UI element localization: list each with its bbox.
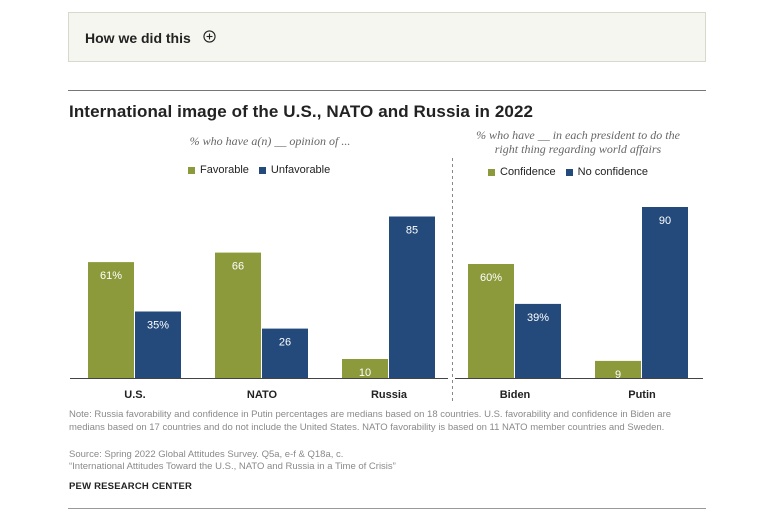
legend-label-no-confidence: No confidence xyxy=(577,166,648,178)
legend-item-unfavorable: Unfavorable xyxy=(258,164,331,176)
left-legend: Favorable Unfavorable xyxy=(188,164,340,176)
bar-u-s-favorable xyxy=(88,262,134,378)
data-label-u-s-favorable: 61% xyxy=(100,270,122,282)
data-label-russia-unfavorable: 85 xyxy=(406,225,418,237)
bar-putin-confidence xyxy=(595,360,641,378)
bar-biden-confidence xyxy=(468,264,514,378)
how-we-did-this-label: How we did this xyxy=(85,30,191,46)
legend-label-confidence: Confidence xyxy=(500,166,556,178)
right-subtitle-line-1: % who have __ in each president to do th… xyxy=(476,128,680,142)
data-label-u-s-unfavorable: 35% xyxy=(147,320,169,332)
legend-label-unfavorable: Unfavorable xyxy=(270,164,331,176)
bar-russia-favorable xyxy=(342,359,388,378)
bar-nato-unfavorable xyxy=(262,328,308,378)
how-we-did-this-toggle[interactable]: How we did this xyxy=(68,12,706,62)
left-subtitle: % who have a(n) __ opinion of ... xyxy=(189,134,351,148)
top-rule xyxy=(68,90,706,91)
category-label-biden: Biden xyxy=(500,389,531,401)
data-label-putin-confidence: 9 xyxy=(615,369,621,381)
category-label-putin: Putin xyxy=(628,389,656,401)
chart-note: Note: Russia favorability and confidence… xyxy=(69,409,672,433)
legend-item-confidence: Confidence xyxy=(488,166,556,178)
plus-circle-icon[interactable] xyxy=(203,30,216,43)
category-label-russia: Russia xyxy=(371,389,408,401)
data-label-russia-favorable: 10 xyxy=(359,367,371,379)
bottom-rule xyxy=(68,508,706,509)
legend-item-no-confidence: No confidence xyxy=(565,166,648,178)
bar-russia-unfavorable xyxy=(389,216,435,378)
legend-label-favorable: Favorable xyxy=(200,164,249,176)
category-label-nato: NATO xyxy=(247,389,278,401)
right-legend: Confidence No confidence xyxy=(488,166,658,178)
legend-item-favorable: Favorable xyxy=(188,164,249,176)
pew-brand: PEW RESEARCH CENTER xyxy=(69,481,193,492)
data-label-biden-confidence: 60% xyxy=(480,272,502,284)
legend-swatch-favorable xyxy=(188,166,195,174)
bar-nato-favorable xyxy=(215,252,261,378)
chart-title: International image of the U.S., NATO an… xyxy=(69,102,534,121)
right-subtitle: % who have __ in each president to do th… xyxy=(452,128,704,156)
category-label-u-s: U.S. xyxy=(124,389,145,401)
chart-report-title: “International Attitudes Toward the U.S.… xyxy=(69,461,396,472)
legend-swatch-confidence xyxy=(488,168,495,176)
bar-biden-no-confidence xyxy=(515,303,561,378)
data-label-nato-unfavorable: 26 xyxy=(279,337,291,349)
data-label-biden-no-confidence: 39% xyxy=(527,312,549,324)
bar-u-s-unfavorable xyxy=(135,311,181,378)
right-subtitle-line-2: right thing regarding world affairs xyxy=(494,142,662,156)
data-label-putin-no-confidence: 90 xyxy=(659,215,671,227)
data-label-nato-favorable: 66 xyxy=(232,261,244,273)
legend-swatch-unfavorable xyxy=(258,166,266,174)
legend-swatch-no-confidence xyxy=(565,168,573,176)
chart-source: Source: Spring 2022 Global Attitudes Sur… xyxy=(69,449,344,460)
bar-putin-no-confidence xyxy=(642,207,688,378)
